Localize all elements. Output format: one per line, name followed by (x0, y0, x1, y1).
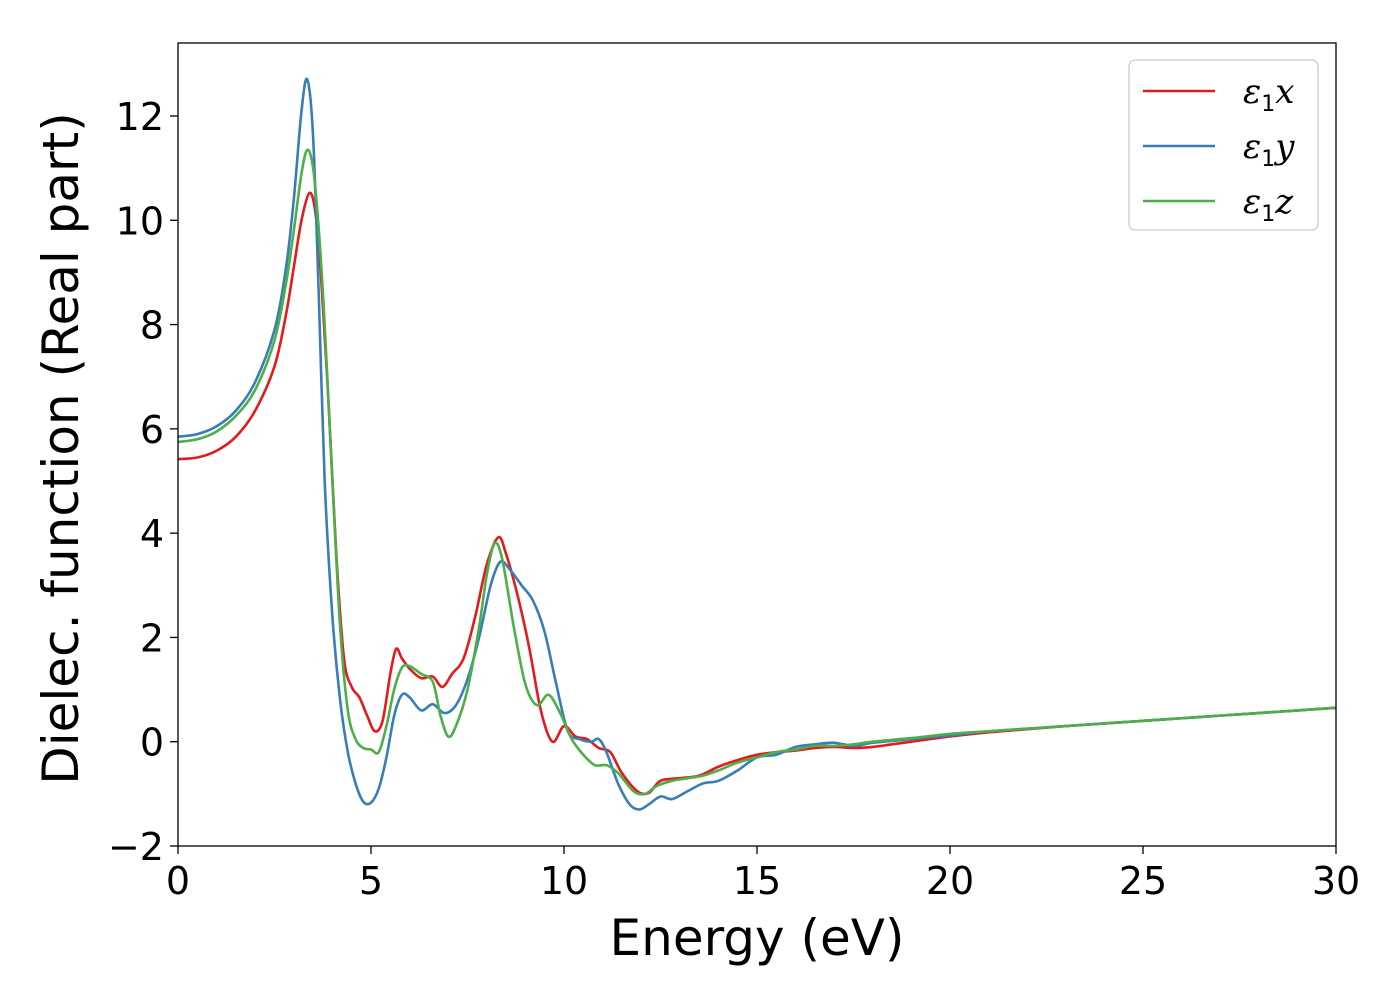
x-tick-label: 25 (1119, 859, 1167, 903)
legend-label-x: ε1x (1243, 72, 1294, 117)
x-tick-label: 0 (166, 859, 190, 903)
legend-label-z: ε1z (1243, 182, 1294, 227)
series-line-z (178, 148, 1336, 796)
y-tick-label: 12 (116, 95, 164, 139)
legend-box (1128, 59, 1319, 231)
y-tick-label: 0 (140, 721, 164, 765)
y-tick-label: −2 (108, 825, 164, 869)
x-tick-label: 15 (733, 859, 781, 903)
legend: ε1x ε1y ε1z (1128, 59, 1319, 231)
x-tick-label: 10 (540, 859, 588, 903)
series-layer (178, 77, 1336, 811)
x-axis-title: Energy (eV) (610, 909, 905, 967)
y-axis: −2 0 2 4 6 8 10 12 (108, 95, 178, 869)
x-tick-label: 5 (359, 859, 383, 903)
y-tick-label: 6 (140, 408, 164, 452)
y-tick-label: 10 (116, 199, 164, 243)
x-tick-label: 30 (1312, 859, 1360, 903)
y-tick-label: 4 (140, 512, 164, 556)
x-tick-label: 20 (926, 859, 974, 903)
legend-label-y: ε1y (1243, 127, 1295, 172)
x-axis: 0 5 10 15 20 25 30 (166, 846, 1360, 903)
y-tick-label: 8 (140, 304, 164, 348)
y-axis-title: Dielec. function (Real part) (32, 112, 90, 784)
y-tick-label: 2 (140, 616, 164, 660)
